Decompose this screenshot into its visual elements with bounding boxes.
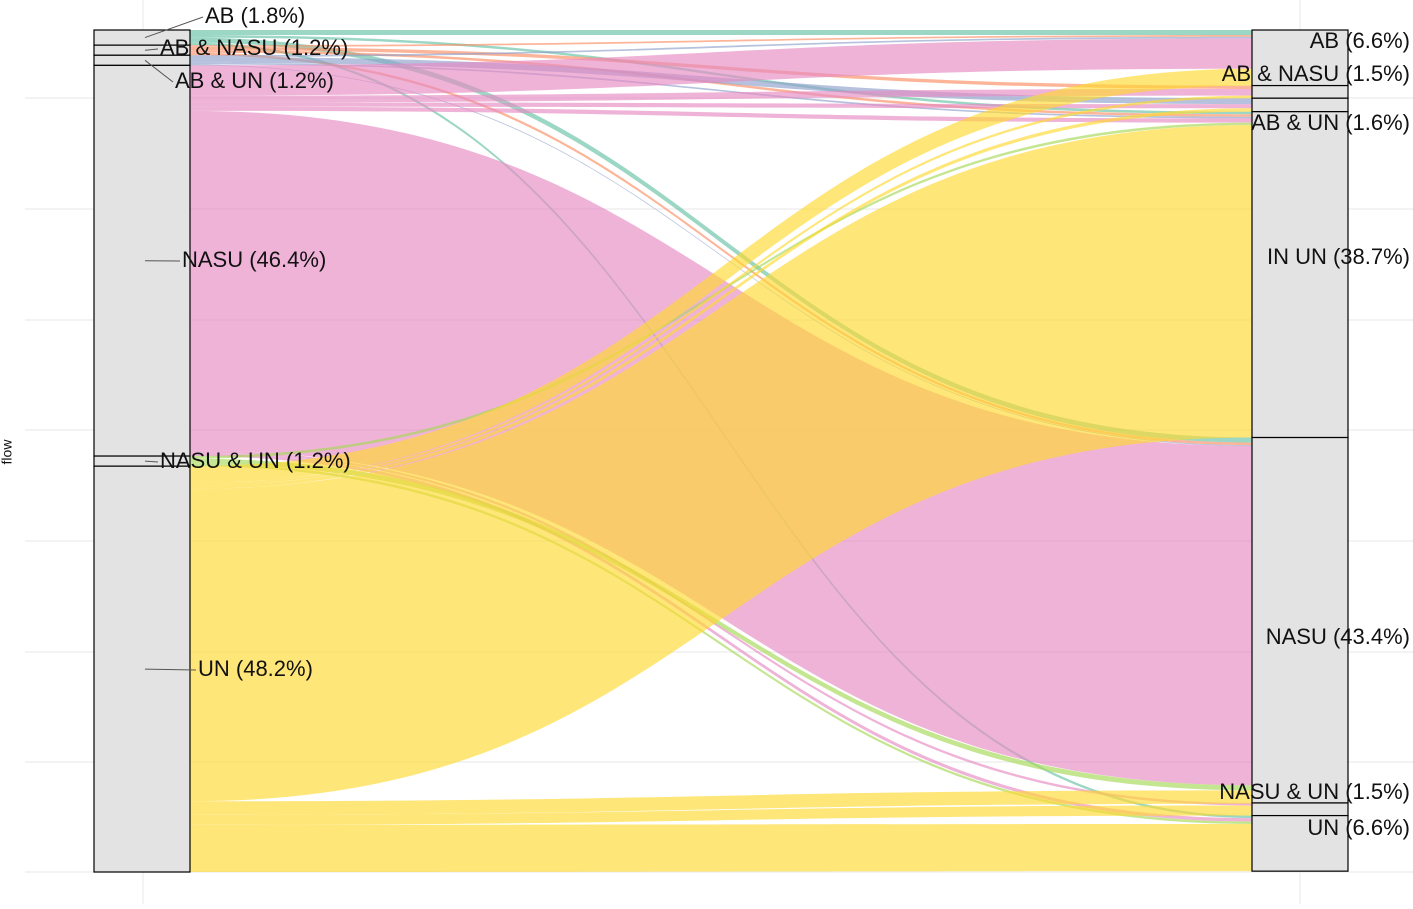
left-stratum-label: AB (1.8%) bbox=[205, 3, 305, 28]
flow bbox=[190, 107, 1252, 123]
flow bbox=[190, 30, 1252, 35]
right-stratum-label: NASU (43.4%) bbox=[1266, 624, 1410, 649]
right-stratum bbox=[1252, 803, 1348, 816]
right-stratum bbox=[1252, 112, 1348, 438]
right-stratum-label: NASU & UN (1.5%) bbox=[1219, 779, 1410, 804]
left-stratum-label: UN (48.2%) bbox=[198, 656, 313, 681]
right-stratum bbox=[1252, 86, 1348, 99]
left-stratum-label: NASU & UN (1.2%) bbox=[160, 448, 351, 473]
left-stratum-label: NASU (46.4%) bbox=[182, 247, 326, 272]
left-stratum bbox=[94, 466, 190, 872]
right-stratum-label: AB & NASU (1.5%) bbox=[1222, 61, 1410, 86]
right-stratum-label: AB (6.6%) bbox=[1310, 28, 1410, 53]
left-stratum-label: AB & UN (1.2%) bbox=[175, 68, 334, 93]
right-stratum-label: IN UN (38.7%) bbox=[1267, 244, 1410, 269]
right-stratum-label: AB & UN (1.6%) bbox=[1251, 110, 1410, 135]
left-stratum-label: AB & NASU (1.2%) bbox=[160, 35, 348, 60]
flow bbox=[190, 824, 1252, 872]
y-axis-label: flow bbox=[0, 439, 15, 465]
right-stratum-label: UN (6.6%) bbox=[1307, 815, 1410, 840]
right-stratum bbox=[1252, 438, 1348, 803]
